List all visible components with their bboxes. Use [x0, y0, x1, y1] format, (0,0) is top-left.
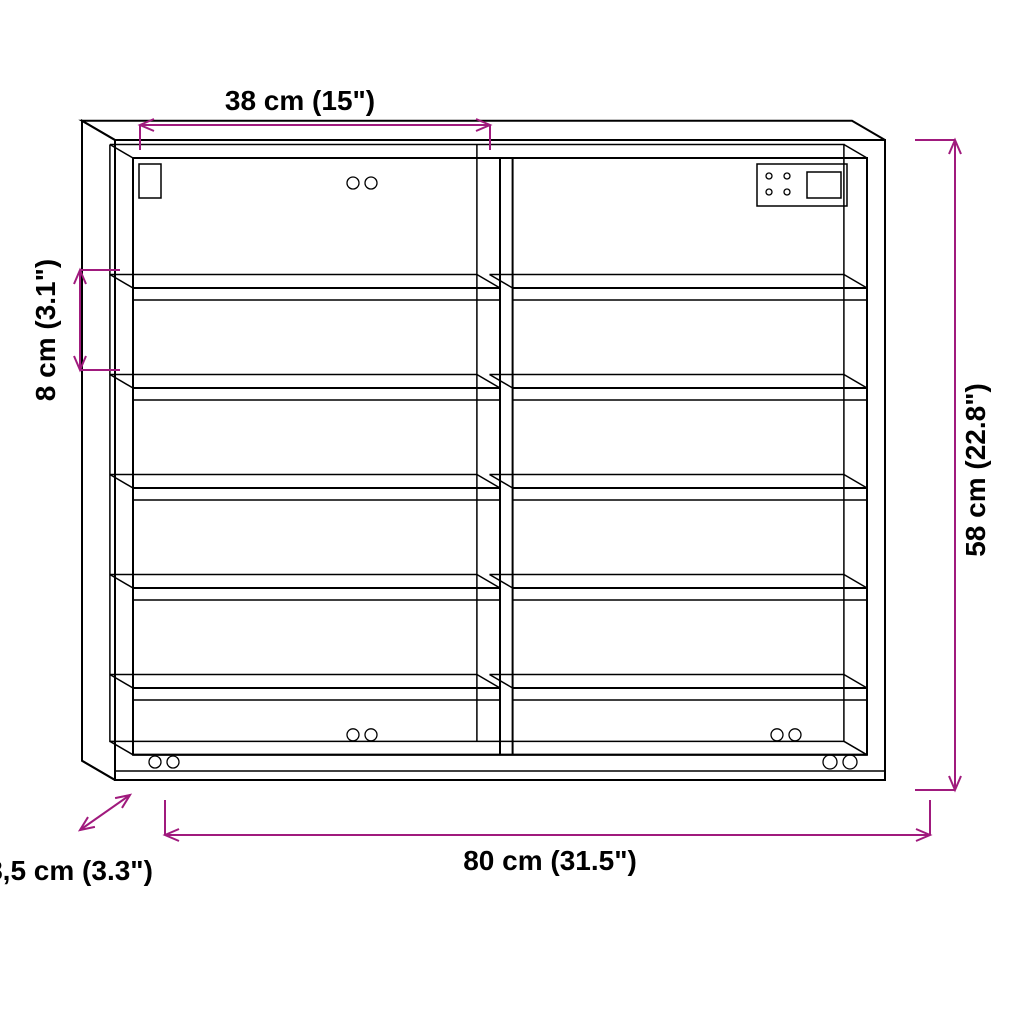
dimension-diagram: 38 cm (15") 8 cm (3.1") 8,5 cm (3.3") 80 cm… — [0, 0, 1024, 1024]
dim-label-depth: 8,5 cm (3.3") — [0, 855, 153, 886]
dim-height: 58 cm (22.8") — [915, 140, 991, 790]
dim-label-shelf_gap: 8 cm (3.1") — [30, 259, 61, 401]
mount-bracket — [757, 164, 847, 206]
dim-depth: 8,5 cm (3.3") — [0, 795, 153, 886]
dim-label-inner_width: 38 cm (15") — [225, 85, 375, 116]
dim-label-width: 80 cm (31.5") — [463, 845, 637, 876]
cabinet — [82, 121, 885, 780]
dim-label-height: 58 cm (22.8") — [960, 383, 991, 557]
dim-width: 80 cm (31.5") — [165, 800, 930, 876]
dim-shelf_gap: 8 cm (3.1") — [30, 259, 120, 401]
